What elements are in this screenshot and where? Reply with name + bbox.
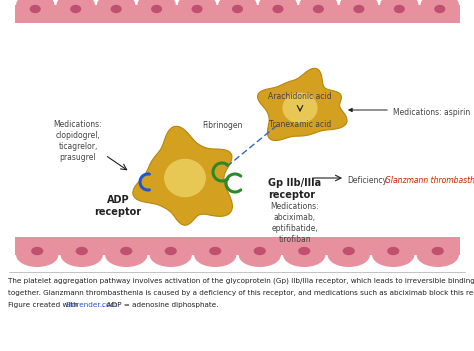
Ellipse shape bbox=[97, 0, 136, 17]
Ellipse shape bbox=[394, 5, 405, 13]
Text: Figure created with: Figure created with bbox=[8, 302, 80, 308]
Text: Arachidonic acid: Arachidonic acid bbox=[268, 92, 332, 101]
Ellipse shape bbox=[238, 243, 281, 267]
Ellipse shape bbox=[232, 5, 243, 13]
Text: . ADP = adenosine diphosphate.: . ADP = adenosine diphosphate. bbox=[102, 302, 219, 308]
Text: ADP
receptor: ADP receptor bbox=[94, 195, 142, 217]
Ellipse shape bbox=[70, 5, 81, 13]
Ellipse shape bbox=[76, 247, 88, 255]
Ellipse shape bbox=[16, 243, 58, 267]
Ellipse shape bbox=[16, 0, 55, 17]
Polygon shape bbox=[133, 126, 232, 225]
Ellipse shape bbox=[178, 0, 216, 17]
Ellipse shape bbox=[340, 0, 378, 17]
Ellipse shape bbox=[259, 0, 297, 17]
Ellipse shape bbox=[151, 5, 162, 13]
Bar bbox=[15, 237, 460, 255]
Ellipse shape bbox=[209, 247, 221, 255]
Ellipse shape bbox=[328, 243, 370, 267]
Ellipse shape bbox=[61, 243, 103, 267]
Text: Gp IIb/IIIa
receptor: Gp IIb/IIIa receptor bbox=[268, 178, 321, 200]
Ellipse shape bbox=[254, 247, 266, 255]
Text: together. Glanzmann thrombasthenia is caused by a deficiency of this receptor, a: together. Glanzmann thrombasthenia is ca… bbox=[8, 290, 474, 296]
Ellipse shape bbox=[432, 247, 444, 255]
Ellipse shape bbox=[283, 93, 318, 124]
Text: Fibrinogen: Fibrinogen bbox=[202, 121, 242, 130]
Text: Medications:
abciximab,
eptifibatide,
tirofiban: Medications: abciximab, eptifibatide, ti… bbox=[271, 202, 319, 244]
Bar bbox=[15, 5, 460, 23]
Ellipse shape bbox=[56, 0, 95, 17]
Ellipse shape bbox=[380, 0, 419, 17]
Ellipse shape bbox=[298, 247, 310, 255]
Ellipse shape bbox=[137, 0, 176, 17]
Ellipse shape bbox=[420, 0, 459, 17]
Ellipse shape bbox=[417, 243, 459, 267]
Ellipse shape bbox=[273, 5, 283, 13]
Ellipse shape bbox=[434, 5, 446, 13]
Ellipse shape bbox=[353, 5, 365, 13]
Ellipse shape bbox=[110, 5, 122, 13]
Ellipse shape bbox=[164, 159, 206, 197]
Ellipse shape bbox=[191, 5, 202, 13]
Text: Medications:
clopidogrel,
ticagrelor,
prasugrel: Medications: clopidogrel, ticagrelor, pr… bbox=[54, 120, 102, 162]
Ellipse shape bbox=[120, 247, 132, 255]
Text: Biorender.com: Biorender.com bbox=[65, 302, 118, 308]
Ellipse shape bbox=[372, 243, 414, 267]
Ellipse shape bbox=[105, 243, 147, 267]
Text: The platelet aggregation pathway involves activation of the glycoprotein (Gp) II: The platelet aggregation pathway involve… bbox=[8, 278, 474, 285]
Text: Medications: aspirin: Medications: aspirin bbox=[393, 108, 470, 117]
Polygon shape bbox=[257, 68, 347, 140]
Text: Tranexamic acid: Tranexamic acid bbox=[269, 120, 331, 129]
Ellipse shape bbox=[164, 247, 177, 255]
Ellipse shape bbox=[194, 243, 237, 267]
Ellipse shape bbox=[343, 247, 355, 255]
Ellipse shape bbox=[283, 243, 325, 267]
Ellipse shape bbox=[31, 247, 43, 255]
Ellipse shape bbox=[150, 243, 192, 267]
Ellipse shape bbox=[30, 5, 41, 13]
Text: Glanzmann thrombasthenia: Glanzmann thrombasthenia bbox=[385, 176, 474, 185]
Ellipse shape bbox=[219, 0, 257, 17]
Text: Deficiency:: Deficiency: bbox=[347, 176, 389, 185]
Ellipse shape bbox=[387, 247, 400, 255]
Ellipse shape bbox=[313, 5, 324, 13]
Ellipse shape bbox=[299, 0, 337, 17]
